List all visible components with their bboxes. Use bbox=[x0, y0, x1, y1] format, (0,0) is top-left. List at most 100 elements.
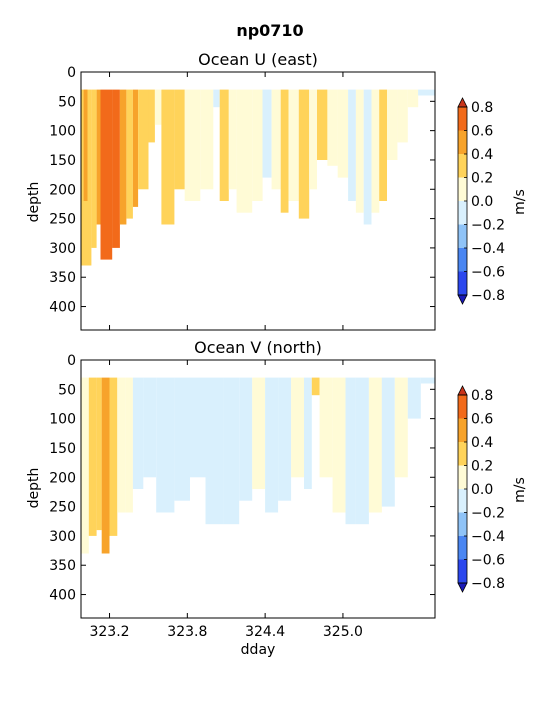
colorbar-band bbox=[458, 107, 467, 131]
contour-cell bbox=[291, 377, 305, 478]
contour-cell bbox=[205, 377, 224, 525]
u-xticks bbox=[109, 72, 344, 330]
x-tick-label: 323.8 bbox=[167, 624, 207, 640]
y-tick-label: 300 bbox=[49, 529, 76, 545]
y-tick-label: 150 bbox=[49, 441, 76, 457]
contour-cell bbox=[81, 377, 89, 554]
contour-cell bbox=[100, 89, 113, 260]
u-contour-area bbox=[81, 89, 435, 266]
colorbar-tick-label: 0.4 bbox=[471, 147, 493, 163]
contour-cell bbox=[298, 89, 310, 219]
u-plot-title: Ocean U (east) bbox=[198, 50, 318, 69]
colorbar-tick-label: 0.4 bbox=[471, 435, 493, 451]
contour-cell bbox=[337, 89, 349, 178]
contour-cell bbox=[387, 89, 398, 160]
v-plot-title: Ocean V (north) bbox=[194, 338, 322, 357]
v-xticks: 323.2 323.8 324.4 325.0 bbox=[89, 360, 363, 640]
contour-cell bbox=[119, 89, 127, 225]
contour-cell bbox=[327, 89, 338, 166]
contour-cell bbox=[213, 89, 220, 108]
contour-cell bbox=[368, 377, 382, 513]
v-yticks: 0 50 100 150 200 250 300 350 400 bbox=[49, 353, 435, 604]
colorbar-band bbox=[458, 559, 467, 583]
u-panel: Ocean U (east) depth 0 50 100 150 200 250 300 3… bbox=[26, 50, 528, 331]
colorbar-band bbox=[458, 395, 467, 419]
contour-cell bbox=[304, 377, 312, 489]
contour-cell bbox=[381, 377, 395, 507]
colorbar-band bbox=[458, 201, 467, 225]
contour-cell bbox=[174, 377, 190, 501]
y-tick-label: 400 bbox=[49, 300, 76, 316]
u-axes-frame bbox=[80, 71, 436, 331]
y-tick-label: 100 bbox=[49, 412, 76, 428]
colorbar-band bbox=[458, 418, 467, 442]
contour-cell bbox=[189, 377, 206, 478]
contour-cell bbox=[138, 89, 149, 190]
colorbar-tick-label: −0.8 bbox=[471, 288, 505, 304]
contour-cell bbox=[96, 377, 102, 531]
colorbar-tick-label: 0.8 bbox=[471, 100, 493, 116]
u-yticks: 0 50 100 150 200 250 300 350 400 bbox=[49, 65, 435, 316]
contour-cell bbox=[154, 89, 162, 125]
colorbar-band bbox=[458, 442, 467, 466]
colorbar-band bbox=[458, 489, 467, 513]
colorbar-tick-label: −0.6 bbox=[471, 553, 505, 569]
v-axes-frame bbox=[80, 359, 436, 619]
y-tick-label: 0 bbox=[67, 65, 76, 81]
contour-cell bbox=[132, 89, 139, 207]
contour-cell bbox=[379, 89, 387, 201]
contour-cell bbox=[345, 377, 356, 525]
y-tick-label: 50 bbox=[58, 94, 76, 110]
contour-cell bbox=[126, 89, 133, 219]
contour-cell bbox=[219, 89, 229, 201]
colorbar-tick-label: 0.2 bbox=[471, 171, 493, 187]
u-colorbar: 0.8 0.6 0.4 0.2 0.0 −0.2 −0.4 −0.6 −0.8 bbox=[457, 97, 505, 305]
contour-cell bbox=[174, 89, 185, 190]
x-tick-label: 325.0 bbox=[323, 624, 363, 640]
colorbar-tick-label: −0.4 bbox=[471, 241, 505, 257]
contour-cell bbox=[96, 89, 101, 225]
y-tick-label: 250 bbox=[49, 212, 76, 228]
contour-cell bbox=[363, 89, 372, 225]
contour-cell bbox=[280, 89, 289, 213]
contour-cell bbox=[125, 377, 133, 513]
contour-cell bbox=[407, 89, 419, 108]
contour-cell bbox=[143, 377, 157, 478]
colorbar-tick-label: 0.0 bbox=[471, 482, 493, 498]
y-tick-label: 350 bbox=[49, 270, 76, 286]
contour-cell bbox=[252, 377, 266, 489]
v-panel: Ocean V (north) depth 0 50 100 150 200 250 300… bbox=[26, 338, 528, 640]
contour-cell bbox=[288, 89, 299, 201]
contour-cell bbox=[239, 377, 253, 501]
contour-cell bbox=[148, 89, 155, 143]
contour-cell bbox=[132, 377, 144, 489]
contour-cell bbox=[355, 89, 364, 213]
y-tick-label: 400 bbox=[49, 588, 76, 604]
contour-cell bbox=[394, 377, 408, 478]
colorbar-band bbox=[458, 536, 467, 560]
contour-cell bbox=[262, 89, 272, 178]
contour-cell bbox=[271, 89, 281, 190]
colorbar-band bbox=[458, 271, 467, 295]
contour-cell bbox=[161, 89, 175, 225]
contour-cell bbox=[418, 89, 435, 96]
contour-cell bbox=[265, 377, 279, 513]
v-ylabel: depth bbox=[26, 468, 42, 509]
colorbar-band bbox=[458, 130, 467, 154]
y-tick-label: 150 bbox=[49, 153, 76, 169]
contour-cell bbox=[200, 89, 214, 190]
contour-cell bbox=[101, 377, 110, 554]
y-tick-label: 200 bbox=[49, 182, 76, 198]
colorbar-tick-label: −0.2 bbox=[471, 218, 505, 234]
contour-cell bbox=[278, 377, 292, 501]
colorbar-tick-label: 0.2 bbox=[471, 459, 493, 475]
contour-cell bbox=[397, 89, 408, 143]
contour-cell bbox=[91, 89, 97, 248]
colorbar-tick-label: 0.8 bbox=[471, 388, 493, 404]
contour-cell bbox=[223, 377, 240, 525]
contour-cell bbox=[88, 377, 97, 536]
colorbar-band bbox=[458, 154, 467, 178]
colorbar-tick-label: −0.8 bbox=[471, 576, 505, 592]
contour-cell bbox=[228, 89, 237, 190]
colorbar-band bbox=[458, 177, 467, 201]
